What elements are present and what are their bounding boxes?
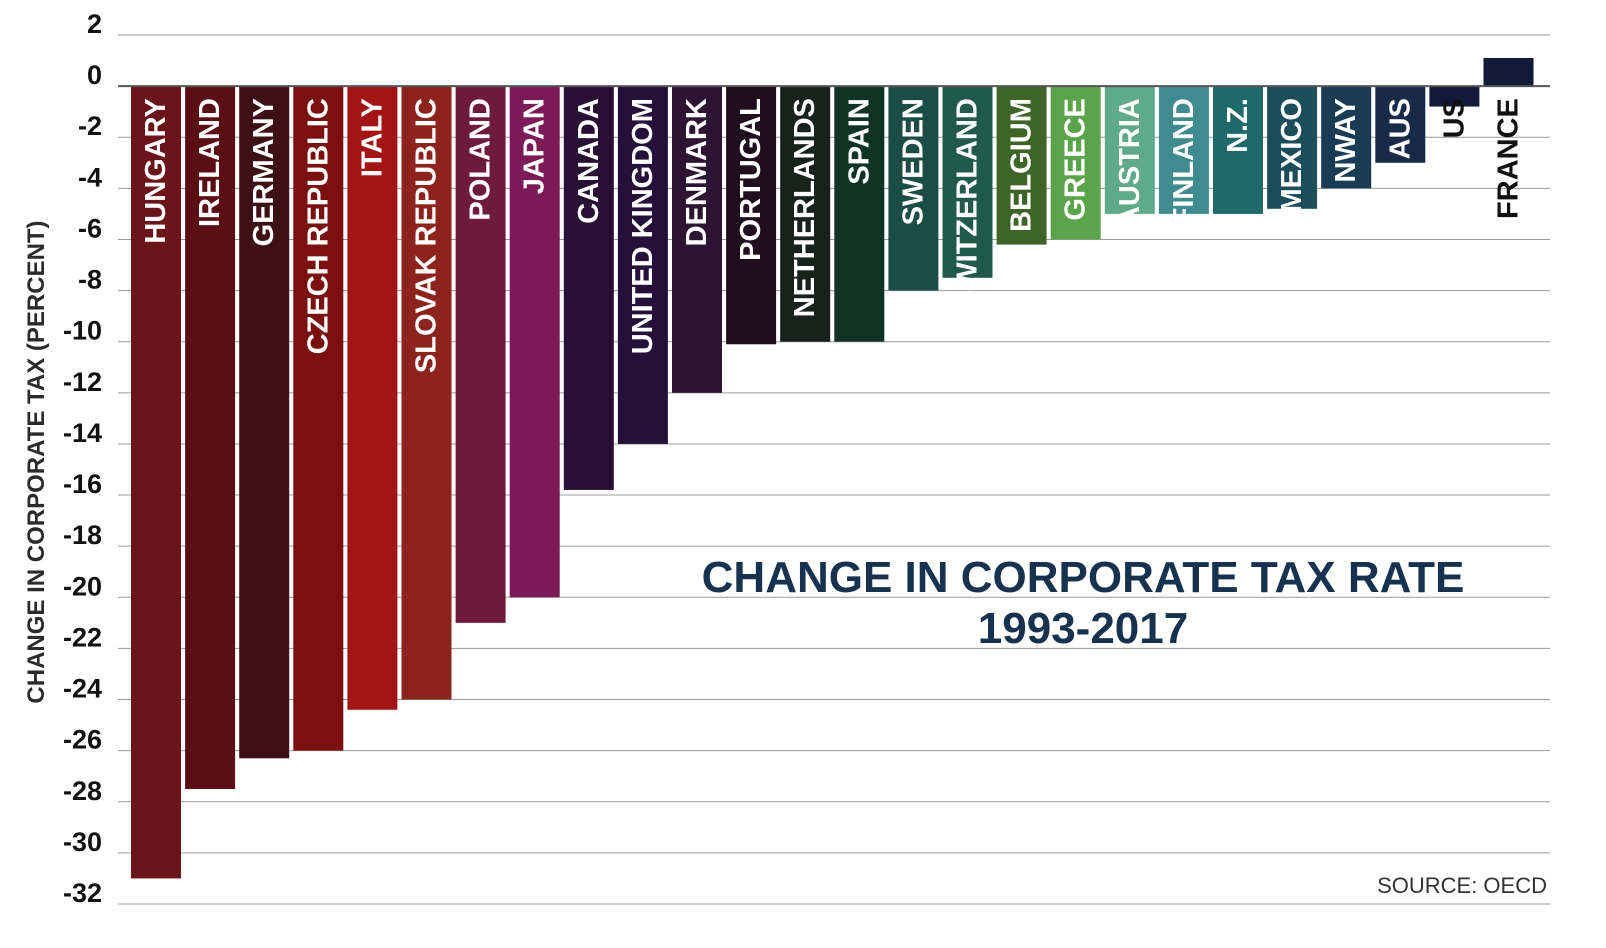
chart-title: CHANGE IN CORPORATE TAX RATE bbox=[702, 553, 1465, 602]
bar-belgium bbox=[996, 86, 1047, 245]
y-tick-label: 2 bbox=[87, 9, 102, 39]
source-note: SOURCE: OECD bbox=[1377, 873, 1547, 898]
y-tick-label: -12 bbox=[63, 367, 102, 397]
bar-label: FRANCE bbox=[1493, 98, 1525, 219]
bar-label: CZECH REPUBLIC bbox=[302, 98, 334, 354]
bar-aus bbox=[1375, 86, 1426, 163]
bar-finland bbox=[1158, 86, 1209, 214]
bar-labels: HUNGARY IRELAND GERMANY CZECH REPUBLIC ITALY… bbox=[140, 98, 1525, 373]
bar-label: HUNGARY bbox=[140, 98, 172, 244]
bar-label: GERMANY bbox=[248, 98, 280, 246]
y-tick-label: -20 bbox=[63, 571, 102, 601]
bar-us bbox=[1429, 86, 1480, 107]
bar-label: AUSTRIA bbox=[1114, 98, 1146, 227]
bar-n-z bbox=[1213, 86, 1263, 214]
bar-label: PORTUGAL bbox=[735, 98, 767, 261]
bar-label: SLOVAK REPUBLIC bbox=[411, 98, 443, 373]
bar-label: FINLAND bbox=[1168, 98, 1200, 225]
y-axis-title: CHANGE IN CORPORATE TAX (PERCENT) bbox=[23, 220, 50, 703]
bar-germany bbox=[239, 86, 290, 759]
bar-label: US bbox=[1438, 98, 1470, 138]
bar-mexico bbox=[1267, 86, 1318, 209]
bar-ireland bbox=[185, 86, 236, 789]
bar-italy bbox=[347, 86, 398, 710]
bar-nway bbox=[1321, 86, 1372, 189]
bar-slovak-republic bbox=[401, 86, 452, 700]
bar-france bbox=[1483, 58, 1534, 87]
bar-united-kingdom bbox=[617, 86, 668, 444]
bar-greece bbox=[1050, 86, 1101, 240]
bar-label: SWEDEN bbox=[897, 98, 929, 225]
bar-label: UNITED KINGDOM bbox=[627, 98, 659, 354]
bar-denmark bbox=[672, 86, 722, 393]
bar-portugal bbox=[726, 86, 777, 345]
y-tick-label: -26 bbox=[63, 725, 102, 755]
bar-label: NETHERLANDS bbox=[789, 98, 821, 317]
y-tick-label: -2 bbox=[78, 111, 102, 141]
bars bbox=[131, 58, 1534, 879]
bar-label: NWAY bbox=[1330, 98, 1362, 182]
bar-label: POLAND bbox=[465, 98, 497, 220]
y-tick-label: -8 bbox=[78, 265, 102, 295]
y-tick-label: -18 bbox=[63, 520, 102, 550]
bar-label: ITALY bbox=[356, 98, 388, 177]
bar-netherlands bbox=[780, 86, 831, 342]
bar-label: GREECE bbox=[1060, 98, 1092, 220]
y-tick-label: -24 bbox=[63, 674, 102, 704]
y-tick-label: -28 bbox=[63, 776, 102, 806]
y-tick-label: -10 bbox=[63, 316, 102, 346]
bar-label: IRELAND bbox=[194, 98, 226, 227]
y-tick-label: -4 bbox=[78, 162, 102, 192]
bar-japan bbox=[509, 86, 560, 598]
bar-czech-republic bbox=[293, 86, 344, 751]
bar-label: DENMARK bbox=[681, 98, 713, 246]
bar-spain bbox=[834, 86, 885, 342]
y-tick-label: -14 bbox=[63, 418, 102, 448]
bar-sweden bbox=[888, 86, 939, 291]
y-tick-label: 0 bbox=[87, 60, 102, 90]
bar-label: JAPAN bbox=[519, 98, 551, 194]
bar-label: N.Z. bbox=[1222, 98, 1254, 153]
bar-hungary bbox=[131, 86, 181, 879]
bar-label: CANADA bbox=[573, 98, 605, 224]
bar-label: MEXICO bbox=[1276, 98, 1308, 212]
y-axis-ticks: 2 0 -2 -4 -6 -8 -10 -12 -14 -16 -18 -20 -22 -24 -26 -28… bbox=[63, 9, 102, 908]
y-tick-label: -6 bbox=[78, 213, 102, 243]
bar-label: SWITZERLAND bbox=[952, 98, 984, 309]
chart-subtitle: 1993-2017 bbox=[978, 604, 1188, 653]
bar-poland bbox=[455, 86, 506, 623]
y-tick-label: -30 bbox=[63, 827, 102, 857]
bar-austria bbox=[1104, 86, 1155, 214]
bar-canada bbox=[563, 86, 614, 490]
bar-label: BELGIUM bbox=[1006, 98, 1038, 232]
bar-label: SPAIN bbox=[843, 98, 875, 184]
y-tick-label: -22 bbox=[63, 622, 102, 652]
y-tick-label: -16 bbox=[63, 469, 102, 499]
bar-label: AUS bbox=[1384, 98, 1416, 159]
bar-switzerland bbox=[942, 86, 993, 278]
y-tick-label: -32 bbox=[63, 878, 102, 908]
